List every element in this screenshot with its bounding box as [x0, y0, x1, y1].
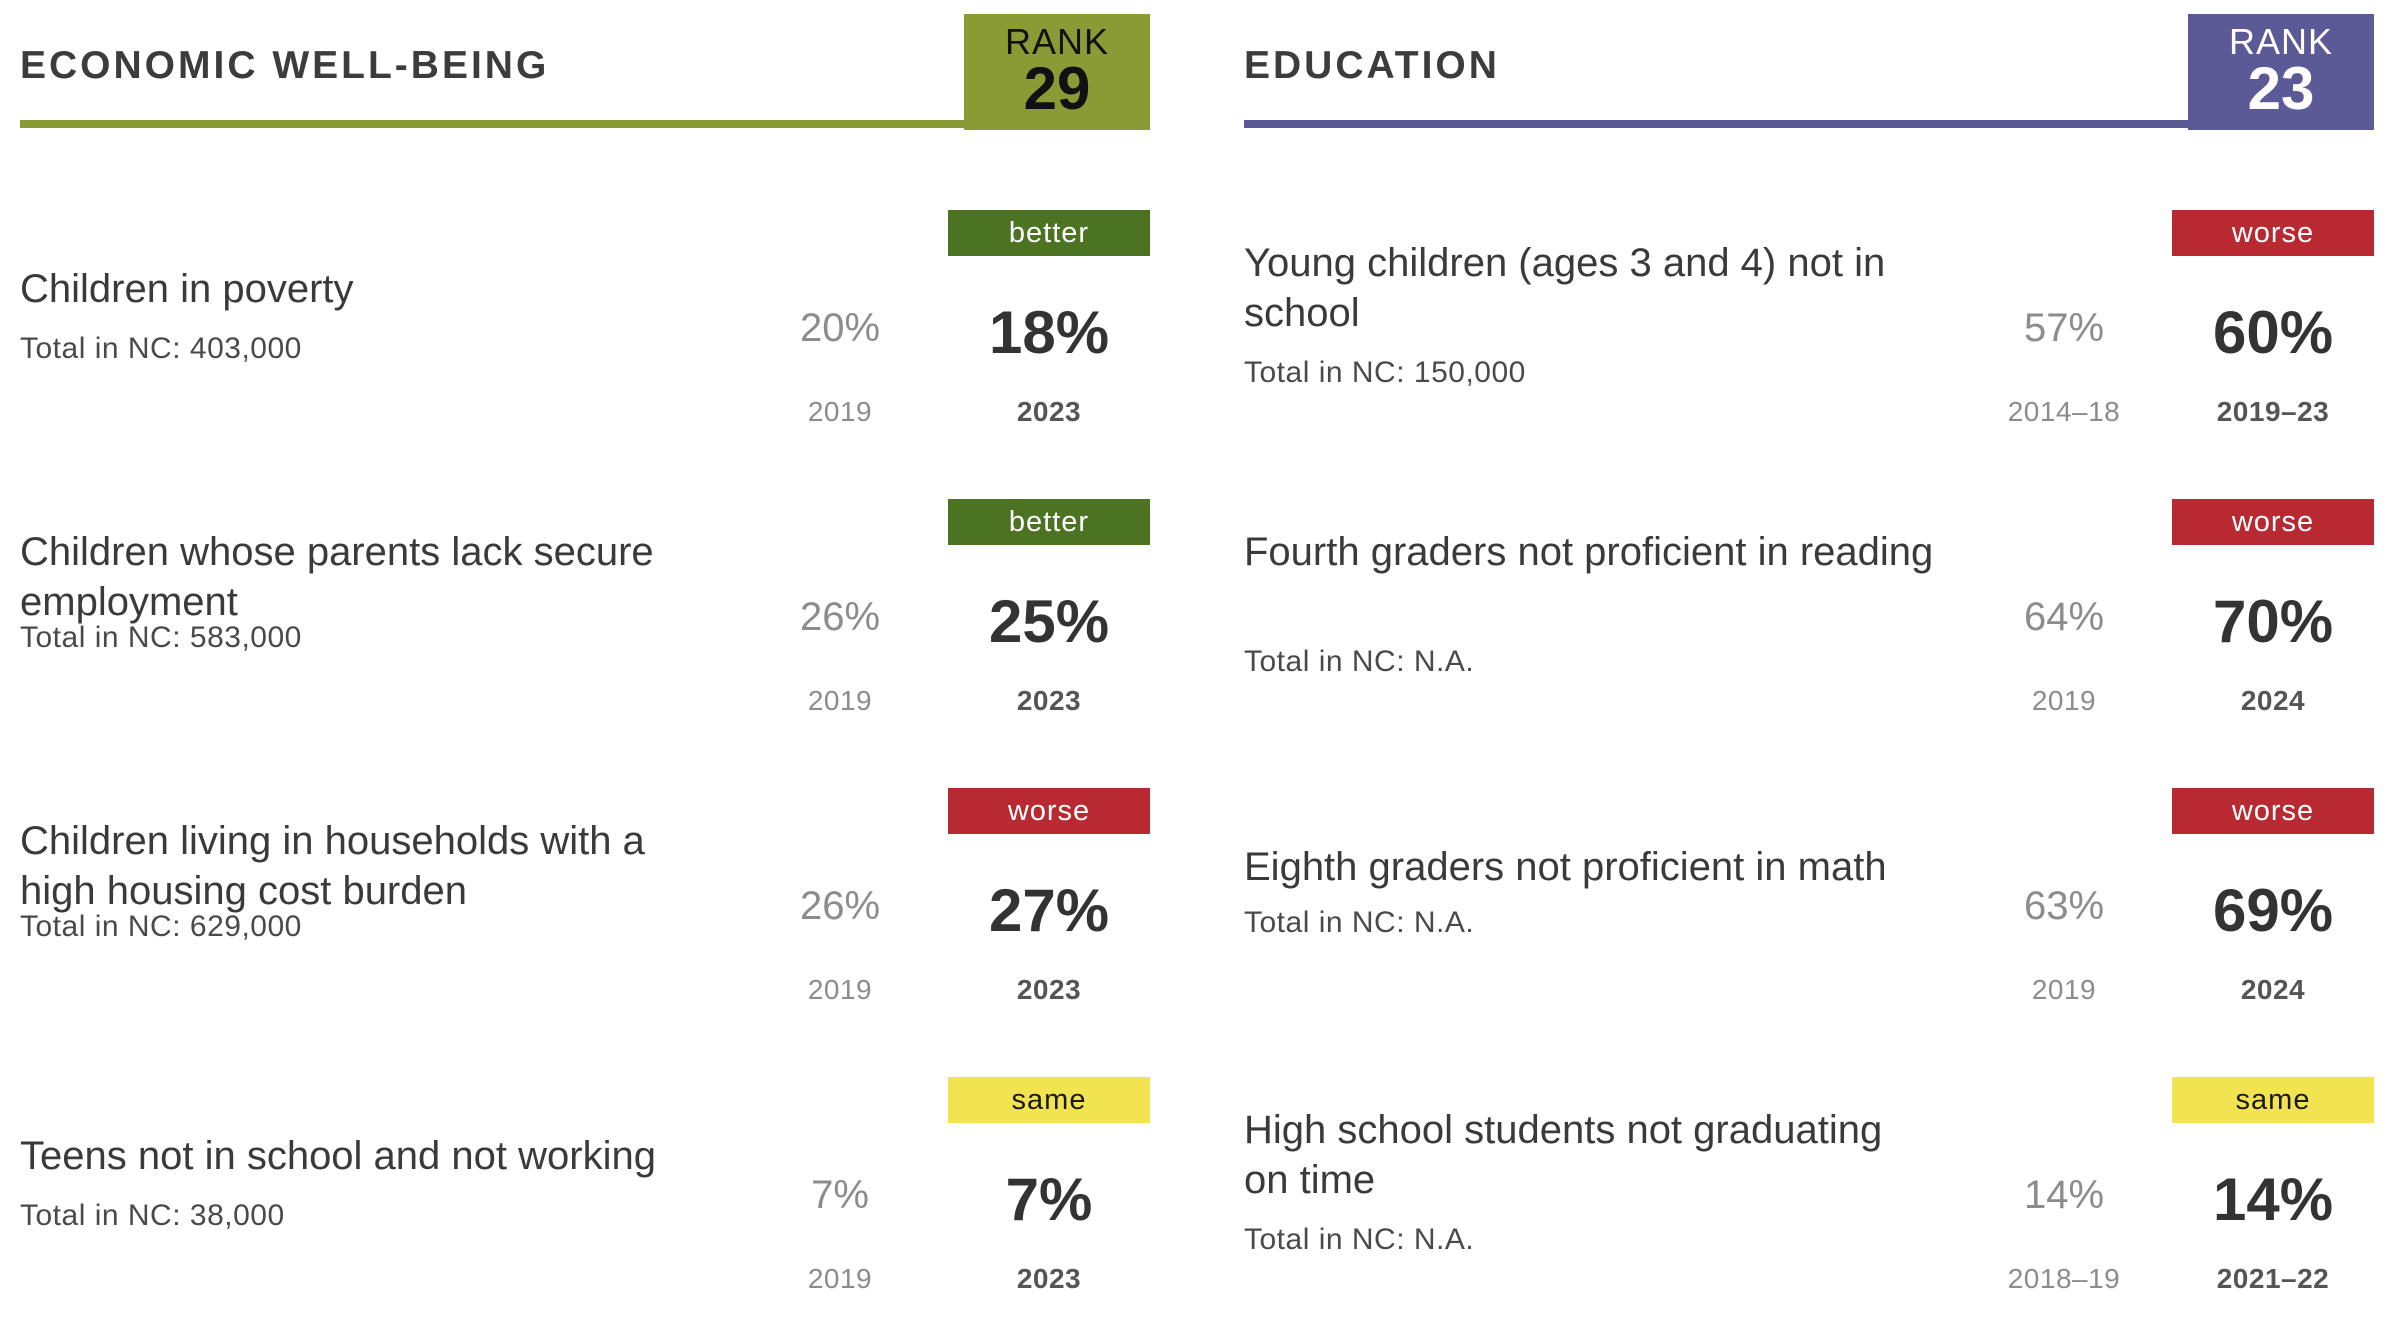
economic-divider	[20, 120, 1150, 128]
economic-rank-label: RANK	[1004, 21, 1110, 62]
previous-value: 57%	[2023, 306, 2105, 350]
current-value: 14%	[2212, 1166, 2334, 1233]
education-title: EDUCATION	[1244, 44, 1500, 87]
current-year: 2024	[2240, 974, 2306, 1005]
previous-value: 26%	[799, 595, 881, 639]
trend-badge: worse	[2172, 210, 2374, 256]
economic-title: ECONOMIC WELL-BEING	[20, 44, 550, 87]
indicator-teens-not-in-school-not-working: Teens not in school and not working Tota…	[20, 1077, 1150, 1317]
previous-year: 2018–19	[2007, 1263, 2121, 1294]
indicator-total: Total in NC: 403,000	[20, 332, 302, 365]
indicator-title: Children living in households with a hig…	[20, 819, 645, 913]
economic-rank-value: 29	[1023, 55, 1091, 122]
current-value: 25%	[988, 588, 1110, 655]
indicator-total: Total in NC: N.A.	[1244, 645, 1475, 678]
current-year: 2019–23	[2216, 396, 2330, 427]
economic-header: ECONOMIC WELL-BEING RANK 29	[20, 0, 1150, 130]
current-year: 2023	[1016, 1263, 1082, 1294]
current-year: 2023	[1016, 685, 1082, 716]
trend-badge: worse	[948, 788, 1150, 834]
economic-panel: ECONOMIC WELL-BEING RANK 29 Children in …	[20, 0, 1150, 1318]
trend-badge: same	[2172, 1077, 2374, 1123]
current-value: 7%	[1005, 1166, 1093, 1233]
previous-value: 14%	[2023, 1173, 2105, 1217]
indicator-eighth-graders-math: Eighth graders not proficient in math To…	[1244, 788, 2374, 1028]
indicator-total: Total in NC: N.A.	[1244, 906, 1475, 939]
previous-year: 2019	[2031, 685, 2097, 716]
previous-value: 64%	[2023, 595, 2105, 639]
previous-year: 2019	[807, 685, 873, 716]
trend-badge: worse	[2172, 788, 2374, 834]
indicator-high-housing-cost-burden: Children living in households with a hig…	[20, 788, 1150, 1028]
indicator-title: Children whose parents lack secure emplo…	[20, 530, 654, 624]
indicator-high-school-not-graduating: High school students not graduating on t…	[1244, 1077, 2374, 1317]
education-panel: EDUCATION RANK 23 Young children (ages 3…	[1244, 0, 2374, 1318]
indicator-total: Total in NC: 629,000	[20, 910, 302, 943]
education-rank-box: RANK 23	[2188, 14, 2374, 130]
indicator-fourth-graders-reading: Fourth graders not proficient in reading…	[1244, 499, 2374, 739]
previous-year: 2019	[807, 396, 873, 427]
previous-value: 20%	[799, 306, 881, 350]
current-year: 2023	[1016, 974, 1082, 1005]
trend-badge: better	[948, 210, 1150, 256]
education-rank-value: 23	[2247, 55, 2315, 122]
economic-rank-box: RANK 29	[964, 14, 1150, 130]
current-value: 27%	[988, 877, 1110, 944]
indicator-total: Total in NC: 150,000	[1244, 356, 1526, 389]
indicator-title: Eighth graders not proficient in math	[1244, 845, 1887, 889]
current-value: 70%	[2212, 588, 2334, 655]
indicator-title: Children in poverty	[20, 267, 354, 311]
trend-badge: better	[948, 499, 1150, 545]
indicator-total: Total in NC: N.A.	[1244, 1223, 1475, 1256]
indicator-title: Young children (ages 3 and 4) not in sch…	[1244, 241, 1886, 335]
previous-value: 63%	[2023, 884, 2105, 928]
education-header: EDUCATION RANK 23	[1244, 0, 2374, 130]
previous-year: 2019	[807, 1263, 873, 1294]
indicator-title: Teens not in school and not working	[20, 1134, 656, 1178]
indicator-children-in-poverty: Children in poverty Total in NC: 403,000…	[20, 210, 1150, 450]
indicator-parents-lack-secure-employment: Children whose parents lack secure emplo…	[20, 499, 1150, 739]
current-value: 69%	[2212, 877, 2334, 944]
previous-year: 2019	[807, 974, 873, 1005]
indicator-total: Total in NC: 38,000	[20, 1199, 285, 1232]
education-rank-label: RANK	[2228, 21, 2334, 62]
indicator-total: Total in NC: 583,000	[20, 621, 302, 654]
previous-value: 26%	[799, 884, 881, 928]
trend-badge: same	[948, 1077, 1150, 1123]
current-value: 18%	[988, 299, 1110, 366]
previous-year: 2014–18	[2007, 396, 2121, 427]
trend-badge: worse	[2172, 499, 2374, 545]
indicator-title: Fourth graders not proficient in reading	[1244, 530, 1934, 574]
current-year: 2023	[1016, 396, 1082, 427]
current-year: 2021–22	[2216, 1263, 2330, 1294]
previous-year: 2019	[2031, 974, 2097, 1005]
current-year: 2024	[2240, 685, 2306, 716]
indicator-young-children-not-in-school: Young children (ages 3 and 4) not in sch…	[1244, 210, 2374, 450]
indicator-title: High school students not graduating on t…	[1244, 1108, 1883, 1202]
previous-value: 7%	[811, 1173, 869, 1217]
current-value: 60%	[2212, 299, 2334, 366]
education-divider	[1244, 120, 2374, 128]
